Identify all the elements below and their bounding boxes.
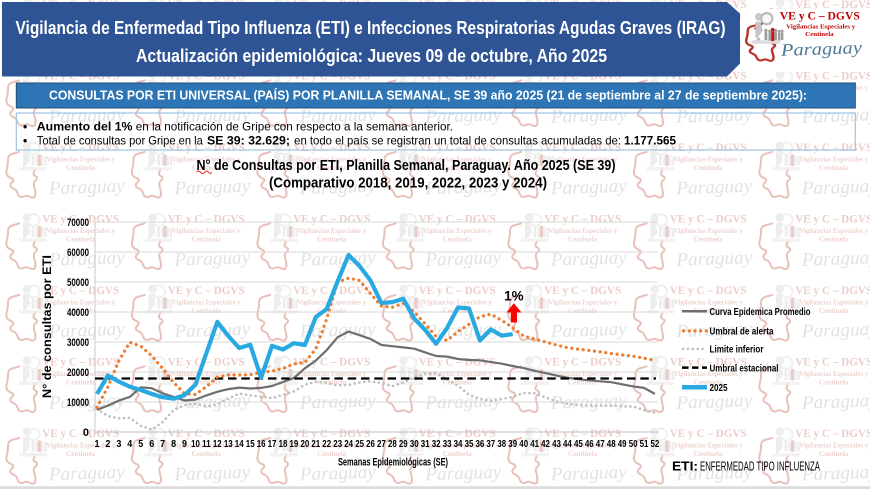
svg-text:en todo el país se registran u: en todo el país se registran un total de… <box>291 134 621 148</box>
svg-text:N° de Consultas por ETI, Plani: N° de Consultas por ETI, Planilla Semana… <box>197 157 616 174</box>
svg-text:50: 50 <box>629 439 638 450</box>
svg-text:25: 25 <box>355 439 364 450</box>
svg-text:42: 42 <box>541 439 550 450</box>
svg-text:10000: 10000 <box>67 397 89 409</box>
svg-text:12: 12 <box>213 439 222 450</box>
svg-text:Semanas Epidemiológicas (SE): Semanas Epidemiológicas (SE) <box>338 457 448 469</box>
svg-text:29: 29 <box>399 439 408 450</box>
svg-text:ENFERMEDAD TIPO INFLUENZA: ENFERMEDAD TIPO INFLUENZA <box>700 459 820 473</box>
svg-text:N° de consultas por ETI: N° de consultas por ETI <box>42 255 54 398</box>
svg-text:45: 45 <box>574 439 583 450</box>
svg-text:49: 49 <box>618 439 627 450</box>
svg-text:20000: 20000 <box>67 367 89 379</box>
svg-text:48: 48 <box>607 439 616 450</box>
svg-text:en la notificación de Gripe co: en la notificación de Gripe con respecto… <box>133 120 454 134</box>
svg-text:0: 0 <box>83 427 89 439</box>
svg-text:24: 24 <box>344 439 353 450</box>
svg-text:15: 15 <box>246 439 255 450</box>
svg-text:Centinela: Centinela <box>805 31 834 38</box>
svg-text:13: 13 <box>224 439 233 450</box>
svg-text:40: 40 <box>519 439 528 450</box>
svg-text:9: 9 <box>182 439 187 450</box>
svg-text:Paraguay: Paraguay <box>779 37 862 60</box>
svg-text:33: 33 <box>443 439 452 450</box>
svg-text:5: 5 <box>138 439 143 450</box>
svg-text:10: 10 <box>191 439 200 450</box>
svg-text:2025: 2025 <box>710 382 728 394</box>
svg-text:Vigilancias Especiales y: Vigilancias Especiales y <box>786 24 856 31</box>
svg-text:26: 26 <box>366 439 375 450</box>
svg-text:11: 11 <box>202 439 211 450</box>
svg-text:ETI:: ETI: <box>672 459 698 473</box>
svg-text:34: 34 <box>454 439 463 450</box>
svg-text:14: 14 <box>235 439 244 450</box>
svg-text:Aumento del 1%: Aumento del 1% <box>37 120 133 134</box>
svg-text:7: 7 <box>160 439 165 450</box>
svg-text:52: 52 <box>651 439 660 450</box>
svg-text:28: 28 <box>388 439 397 450</box>
svg-text:50000: 50000 <box>67 277 89 289</box>
svg-text:32: 32 <box>432 439 441 450</box>
svg-text:41: 41 <box>530 439 539 450</box>
svg-text:2: 2 <box>105 439 110 450</box>
svg-text:Umbral de alerta: Umbral de alerta <box>710 326 774 338</box>
svg-text:43: 43 <box>552 439 561 450</box>
svg-text:37: 37 <box>486 439 495 450</box>
svg-text:•: • <box>23 120 27 134</box>
svg-text:VE y C – DGVS: VE y C – DGVS <box>780 9 860 23</box>
svg-text:19: 19 <box>290 439 299 450</box>
svg-text:1: 1 <box>95 439 100 450</box>
svg-text:1%: 1% <box>504 289 524 304</box>
svg-text:40000: 40000 <box>67 307 89 319</box>
svg-text:39: 39 <box>508 439 517 450</box>
svg-text:51: 51 <box>640 439 649 450</box>
svg-text:47: 47 <box>596 439 605 450</box>
svg-text:Limite inferior: Limite inferior <box>710 344 764 356</box>
svg-text:Vigilancia de Enfermedad Tipo: Vigilancia de Enfermedad Tipo Influenza … <box>16 18 726 38</box>
svg-text:8: 8 <box>171 439 176 450</box>
svg-text:1.177.565: 1.177.565 <box>624 134 676 148</box>
svg-text:27: 27 <box>377 439 386 450</box>
svg-text:20: 20 <box>301 439 310 450</box>
svg-text:SE 39: 32.629;: SE 39: 32.629; <box>207 134 290 148</box>
svg-text:38: 38 <box>497 439 506 450</box>
svg-text:Curva Epidemica Promedio: Curva Epidemica Promedio <box>710 306 811 318</box>
svg-text:Total de consultas por Gripe e: Total de consultas por Gripe en la <box>37 134 203 148</box>
svg-text:4: 4 <box>127 439 132 450</box>
svg-text:3: 3 <box>116 439 121 450</box>
svg-text:46: 46 <box>585 439 594 450</box>
svg-text:6: 6 <box>149 439 154 450</box>
svg-text:30: 30 <box>410 439 419 450</box>
svg-text:22: 22 <box>322 439 331 450</box>
svg-text:30000: 30000 <box>67 337 89 349</box>
svg-text:31: 31 <box>421 439 430 450</box>
svg-text:70000: 70000 <box>67 217 89 229</box>
svg-text:Umbral estacional: Umbral estacional <box>710 362 779 374</box>
svg-text:35: 35 <box>465 439 474 450</box>
svg-text:60000: 60000 <box>67 247 89 259</box>
svg-text:18: 18 <box>279 439 288 450</box>
svg-text:(Comparativo 2018, 2019, 2022,: (Comparativo 2018, 2019, 2022, 2023 y 20… <box>269 175 547 192</box>
svg-text:•: • <box>23 134 27 148</box>
svg-text:17: 17 <box>268 439 277 450</box>
svg-text:36: 36 <box>476 439 485 450</box>
svg-text:44: 44 <box>563 439 572 450</box>
svg-text:16: 16 <box>257 439 266 450</box>
svg-text:CONSULTAS POR ETI UNIVERSAL (P: CONSULTAS POR ETI UNIVERSAL (PAÍS) POR P… <box>49 88 807 103</box>
svg-text:Actualización epidemiológica:: Actualización epidemiológica: Jueves 09 … <box>136 46 607 66</box>
svg-text:23: 23 <box>333 439 342 450</box>
svg-text:21: 21 <box>311 439 320 450</box>
